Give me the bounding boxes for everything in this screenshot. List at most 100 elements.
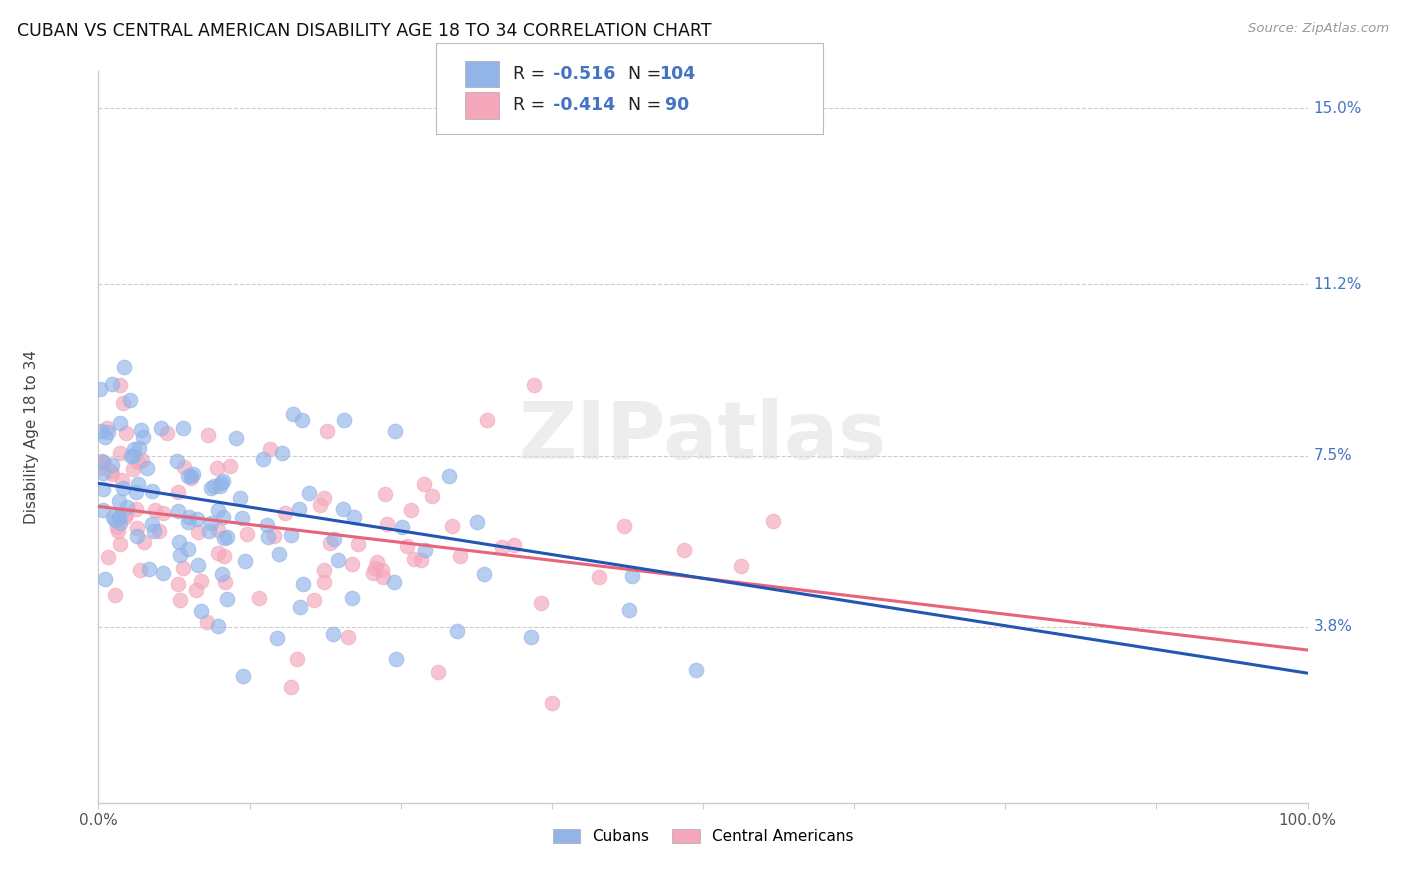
Point bbox=[219, 458, 242, 473]
Point bbox=[374, 487, 396, 501]
Point bbox=[384, 424, 406, 438]
Point bbox=[104, 588, 127, 602]
Point bbox=[366, 555, 388, 569]
Point bbox=[446, 624, 468, 639]
Point bbox=[166, 577, 188, 591]
Point bbox=[613, 519, 636, 533]
Point bbox=[128, 441, 150, 455]
Point bbox=[111, 481, 134, 495]
Point bbox=[93, 455, 115, 469]
Point bbox=[281, 407, 304, 421]
Point bbox=[167, 504, 190, 518]
Point bbox=[108, 516, 131, 531]
Text: 3.8%: 3.8% bbox=[1313, 619, 1353, 634]
Point bbox=[141, 517, 163, 532]
Point bbox=[256, 518, 278, 533]
Point bbox=[177, 516, 200, 530]
Point bbox=[152, 566, 174, 580]
Text: 7.5%: 7.5% bbox=[1313, 448, 1353, 463]
Point bbox=[209, 476, 232, 491]
Point bbox=[200, 481, 222, 495]
Point bbox=[326, 553, 349, 567]
Point bbox=[200, 516, 222, 531]
Point bbox=[131, 430, 153, 444]
Point bbox=[371, 570, 394, 584]
Point bbox=[197, 524, 219, 538]
Point bbox=[412, 477, 434, 491]
Text: R =: R = bbox=[513, 96, 551, 114]
Point bbox=[323, 533, 346, 547]
Point bbox=[100, 458, 122, 472]
Point bbox=[207, 523, 229, 537]
Point bbox=[364, 561, 387, 575]
Point bbox=[420, 489, 443, 503]
Point bbox=[319, 535, 342, 549]
Point bbox=[108, 378, 131, 392]
Point bbox=[211, 567, 233, 582]
Point bbox=[225, 431, 247, 445]
Point bbox=[361, 566, 384, 581]
Point bbox=[143, 524, 166, 538]
Point bbox=[288, 502, 311, 516]
Point bbox=[148, 524, 170, 538]
Point bbox=[152, 506, 174, 520]
Point bbox=[449, 549, 471, 564]
Point bbox=[108, 417, 131, 431]
Point bbox=[332, 502, 354, 516]
Text: R =: R = bbox=[513, 65, 551, 83]
Point bbox=[125, 502, 148, 516]
Point bbox=[124, 484, 146, 499]
Point bbox=[186, 582, 208, 597]
Point bbox=[209, 478, 232, 492]
Point bbox=[491, 540, 513, 554]
Point bbox=[233, 554, 256, 568]
Text: 11.2%: 11.2% bbox=[1313, 277, 1362, 292]
Point bbox=[128, 563, 150, 577]
Point bbox=[101, 377, 124, 392]
Point bbox=[280, 528, 302, 542]
Point bbox=[94, 572, 117, 586]
Point bbox=[520, 631, 543, 645]
Point bbox=[122, 442, 145, 457]
Point bbox=[145, 503, 167, 517]
Point bbox=[382, 575, 405, 590]
Point bbox=[96, 420, 118, 434]
Point bbox=[762, 514, 785, 528]
Point bbox=[169, 548, 191, 562]
Point bbox=[426, 665, 449, 680]
Point bbox=[465, 515, 488, 529]
Point bbox=[111, 473, 134, 487]
Point bbox=[156, 425, 179, 440]
Point bbox=[229, 491, 252, 506]
Legend: Cubans, Central Americans: Cubans, Central Americans bbox=[547, 822, 859, 850]
Point bbox=[232, 669, 254, 683]
Point bbox=[91, 482, 114, 496]
Point bbox=[207, 460, 229, 475]
Point bbox=[91, 502, 114, 516]
Point bbox=[252, 452, 274, 467]
Point bbox=[291, 412, 314, 426]
Point bbox=[347, 536, 370, 550]
Text: N =: N = bbox=[617, 96, 661, 114]
Point bbox=[190, 604, 212, 618]
Point bbox=[195, 615, 218, 629]
Point bbox=[180, 469, 202, 483]
Text: N =: N = bbox=[617, 65, 661, 83]
Point bbox=[187, 558, 209, 572]
Point bbox=[217, 592, 239, 607]
Point bbox=[197, 428, 219, 442]
Point bbox=[177, 510, 200, 524]
Point bbox=[304, 592, 326, 607]
Point bbox=[309, 499, 332, 513]
Point bbox=[371, 563, 394, 577]
Point bbox=[202, 479, 225, 493]
Point bbox=[108, 536, 131, 550]
Point bbox=[530, 596, 553, 610]
Point bbox=[167, 485, 190, 500]
Point bbox=[172, 421, 194, 435]
Point bbox=[107, 524, 129, 539]
Point bbox=[247, 591, 270, 605]
Point bbox=[375, 516, 398, 531]
Point bbox=[411, 553, 433, 567]
Text: -0.516: -0.516 bbox=[553, 65, 614, 83]
